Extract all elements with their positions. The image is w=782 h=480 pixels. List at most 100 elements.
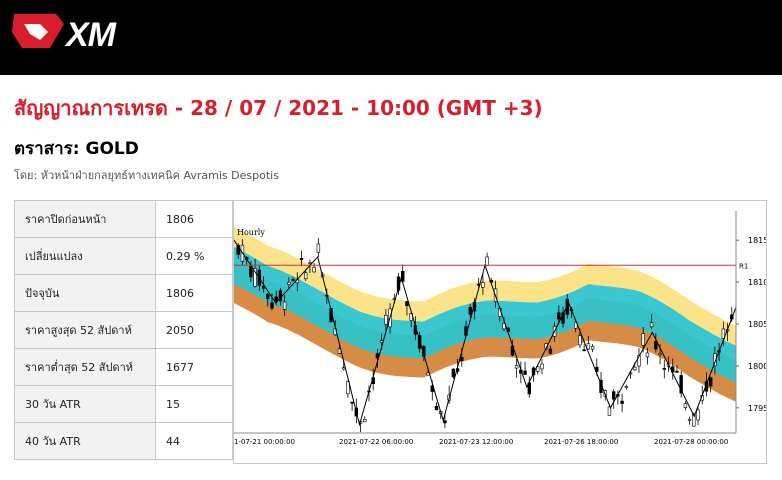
- candle-body: [662, 368, 666, 370]
- candle-body: [721, 328, 726, 339]
- candle-body: [649, 322, 654, 328]
- candle-body: [645, 352, 650, 358]
- stat-value: 0.29 %: [155, 237, 233, 275]
- candle-body: [481, 282, 485, 288]
- candle-body: [341, 367, 346, 370]
- candle-body: [350, 401, 354, 404]
- candle-body: [299, 258, 304, 260]
- candle-body: [287, 282, 291, 285]
- candle-body: [586, 343, 591, 350]
- x-tick-label: 2021-07-23 12:00:00: [439, 438, 513, 446]
- candle-body: [485, 256, 489, 266]
- candle-body: [536, 366, 540, 372]
- timeframe-label: Hourly: [237, 228, 265, 237]
- candle-body: [468, 306, 472, 315]
- candle-body: [578, 335, 582, 346]
- indicator-band: [234, 246, 736, 383]
- candle-body: [557, 312, 561, 320]
- candle-body: [696, 409, 700, 421]
- resistance-label: R1: [739, 262, 748, 270]
- candle-body: [249, 266, 253, 278]
- candle-body: [384, 315, 388, 325]
- stat-value: 44: [155, 422, 233, 460]
- candle-body: [687, 419, 692, 421]
- y-tick-label: 1815: [748, 236, 766, 245]
- x-tick-label: 1-07-21 00:00:00: [234, 438, 295, 446]
- author-byline: โดย: หัวหน้าฝ่ายกลยุทธ์ทางเทคนิค Avramis…: [14, 169, 279, 182]
- candle-body: [641, 333, 645, 346]
- candle-body: [443, 420, 447, 424]
- candle-body: [316, 243, 321, 253]
- y-tick-label: 1805: [748, 320, 766, 329]
- instrument-title: ตราสาร: GOLD: [14, 139, 139, 159]
- candle-body: [291, 279, 295, 281]
- stats-row: ราคาต่ำสุด 52 สัปดาห์ 1677: [14, 348, 233, 386]
- candle-body: [274, 296, 278, 302]
- stats-table: ราคาปิดก่อนหน้า 1806 เปลี่ยนแปลง 0.29 % ปัจจ…: [14, 200, 233, 460]
- candle-body: [704, 381, 709, 392]
- candle-body: [548, 348, 553, 354]
- stat-label: 30 วัน ATR: [14, 385, 156, 423]
- candle-body: [346, 380, 350, 395]
- candle-body: [514, 365, 519, 369]
- candle-body: [683, 403, 688, 409]
- candle-body: [611, 391, 616, 400]
- xm-logo[interactable]: XM: [10, 12, 132, 54]
- stats-row: ราคาสูงสุด 52 สัปดาห์ 2050: [14, 311, 233, 349]
- y-tick-label: 1800: [748, 362, 766, 371]
- candle-body: [582, 349, 586, 352]
- x-tick-label: 2021-07-28 00:00:00: [654, 438, 728, 446]
- stat-value: 15: [155, 385, 233, 423]
- candle-body: [282, 301, 287, 310]
- candle-body: [460, 357, 464, 361]
- candle-body: [270, 302, 274, 309]
- candle-body: [266, 294, 270, 300]
- candle-body: [434, 405, 439, 411]
- candle-body: [633, 366, 637, 371]
- stats-row: ราคาปิดก่อนหน้า 1806: [14, 200, 233, 238]
- xm-logo-icon: [12, 14, 64, 48]
- candle-body: [540, 363, 544, 370]
- candle-body: [624, 386, 629, 388]
- candle-body: [658, 353, 662, 356]
- stats-row: 30 วัน ATR 15: [14, 385, 233, 423]
- candle-body: [312, 267, 316, 273]
- logo-text: XM: [66, 16, 116, 54]
- stats-row: 40 วัน ATR 44: [14, 422, 233, 460]
- candle-body: [363, 419, 367, 423]
- candle-body: [236, 245, 240, 255]
- candle-body: [620, 400, 624, 404]
- stat-label: เปลี่ยนแปลง: [14, 237, 156, 275]
- candle-body: [308, 262, 312, 264]
- candle-body: [590, 346, 595, 350]
- stat-label: ราคาสูงสุด 52 สัปดาห์: [14, 311, 156, 349]
- candle-body: [637, 354, 641, 367]
- chart-svg: R1 1795 1800 1805 1810 1815 1-07-21 00:00:00 20…: [234, 211, 766, 446]
- stat-label: ราคาปิดก่อนหน้า: [14, 200, 156, 238]
- stat-value: 1677: [155, 348, 233, 386]
- x-tick-label: 2021-07-22 06:00:00: [339, 438, 413, 446]
- candle-body: [451, 368, 456, 378]
- price-chart: R1 1795 1800 1805 1810 1815 1-07-21 00:00:00 20…: [233, 200, 767, 464]
- stat-value: 1806: [155, 274, 233, 312]
- y-tick-label: 1810: [748, 278, 766, 287]
- candle-body: [253, 268, 257, 287]
- stat-value: 1806: [155, 200, 233, 238]
- stats-row: ปัจจุบัน 1806: [14, 274, 233, 312]
- stats-row: เปลี่ยนแปลง 0.29 %: [14, 237, 233, 275]
- page-title: สัญญาณการเทรด - 28 / 07 / 2021 - 10:00 (…: [14, 96, 543, 120]
- candle-body: [523, 370, 527, 375]
- y-tick-label: 1795: [748, 404, 766, 413]
- candle-body: [708, 377, 713, 387]
- candle-body: [607, 406, 612, 416]
- candle-body: [472, 301, 477, 312]
- candle-body: [675, 370, 679, 373]
- stat-label: 40 วัน ATR: [14, 422, 156, 460]
- stat-label: ปัจจุบัน: [14, 274, 156, 312]
- x-tick-label: 2021-07-26 18:00:00: [544, 438, 618, 446]
- site-header: XM: [0, 0, 782, 75]
- candle-body: [679, 375, 683, 394]
- indicator-band: [234, 226, 736, 346]
- stat-value: 2050: [155, 311, 233, 349]
- stat-label: ราคาต่ำสุด 52 สัปดาห์: [14, 348, 156, 386]
